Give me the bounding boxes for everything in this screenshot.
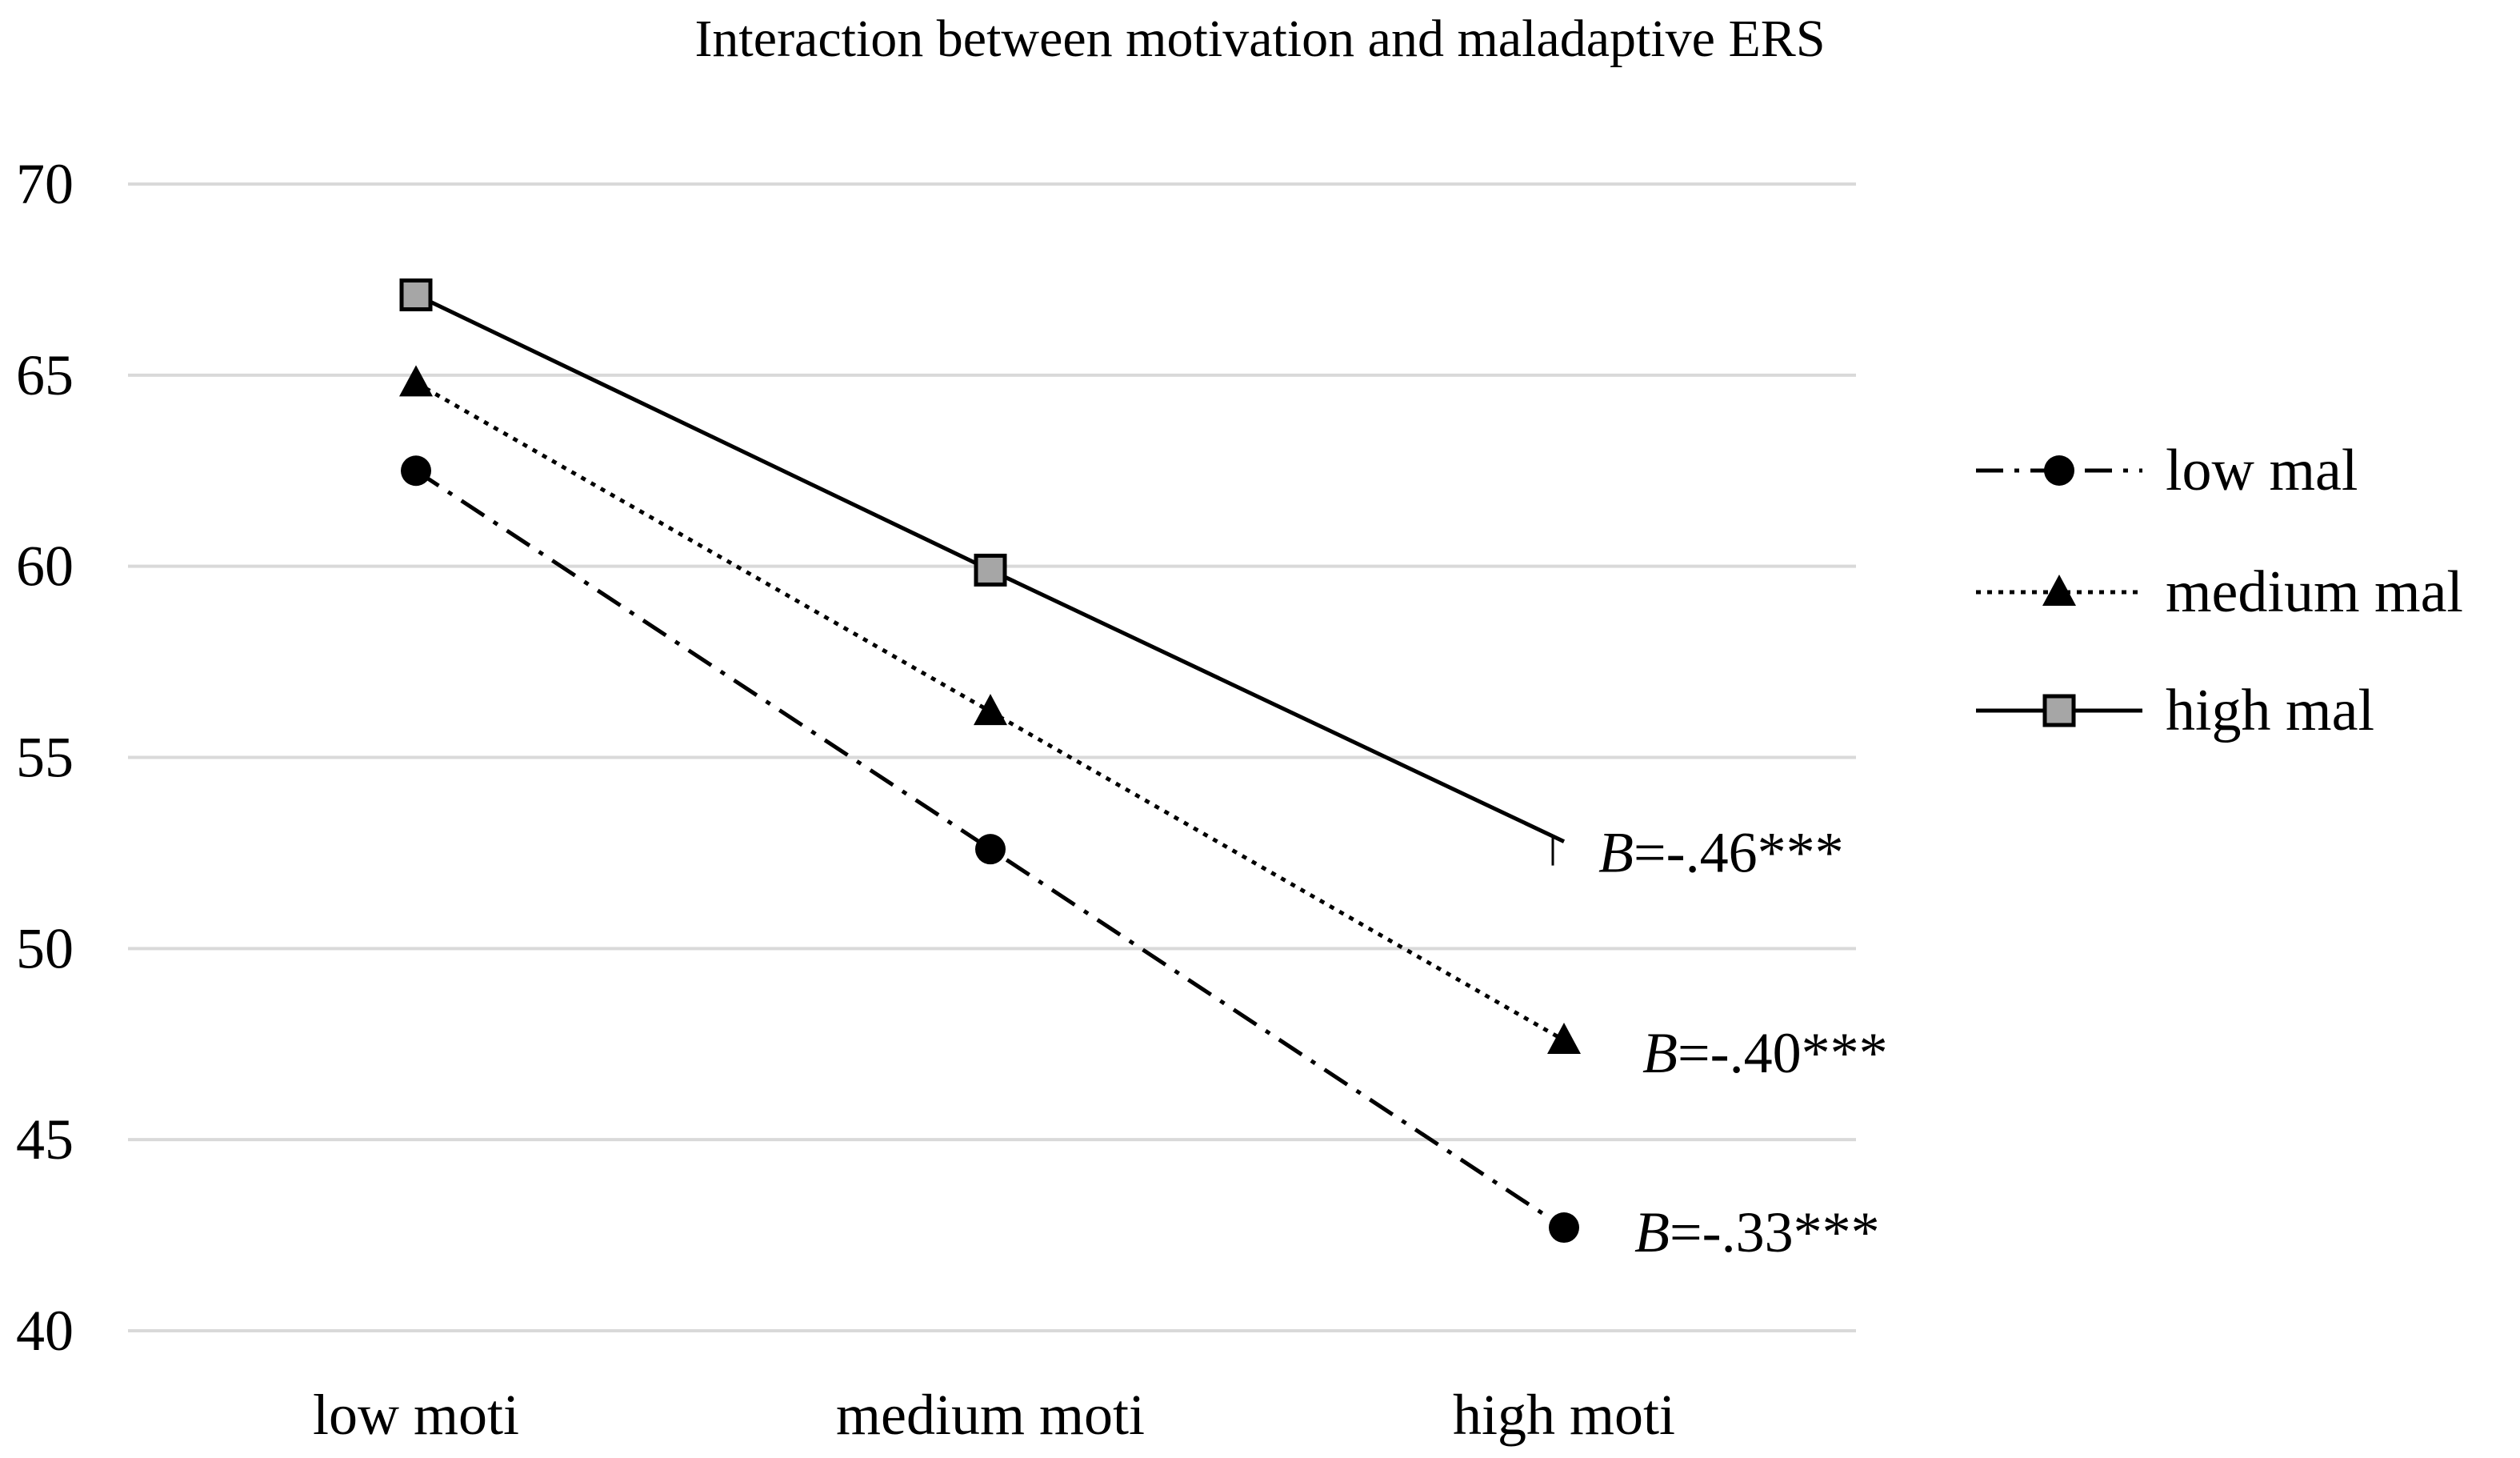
- annotation-italic: B: [1642, 1021, 1678, 1085]
- chart-title: Interaction between motivation and malad…: [694, 10, 1825, 68]
- x-tick-label: medium moti: [836, 1383, 1145, 1447]
- annotation-value: =-.33***: [1670, 1200, 1880, 1264]
- legend-marker: [2044, 455, 2074, 486]
- annotation-value: =-.46***: [1634, 821, 1844, 885]
- annotation-value: =-.40***: [1678, 1021, 1888, 1085]
- y-tick-label: 70: [16, 152, 74, 216]
- x-tick-label: high moti: [1453, 1383, 1675, 1447]
- legend-item: medium mal: [1976, 559, 2463, 625]
- data-point: [399, 365, 433, 397]
- data-point: [401, 455, 431, 487]
- legend-marker: [2042, 575, 2076, 606]
- series-circle: [401, 455, 1579, 1244]
- y-tick-label: 60: [16, 535, 74, 599]
- x-tick-label: low moti: [313, 1383, 519, 1447]
- slope-annotation: B=-.46***: [1598, 821, 1844, 885]
- data-point: [975, 834, 1006, 865]
- y-axis-ticks: 70 65 60 55 50 45 40: [16, 152, 74, 1363]
- series-group: [399, 278, 1581, 1244]
- annotation-italic: B: [1634, 1200, 1670, 1264]
- y-tick-label: 50: [16, 916, 74, 980]
- slope-annotations: B=-.33***B=-.40***B=-.46***: [1598, 821, 1888, 1264]
- data-point: [1547, 1022, 1581, 1054]
- y-tick-label: 40: [16, 1299, 74, 1363]
- data-point: [1549, 1212, 1579, 1244]
- legend-label: medium mal: [2166, 559, 2463, 625]
- slope-annotation: B=-.33***: [1634, 1200, 1880, 1264]
- legend-label: high mal: [2166, 678, 2374, 743]
- y-tick-label: 45: [16, 1108, 74, 1172]
- legend: low mal medium mal high mal: [1976, 438, 2463, 743]
- y-tick-label: 55: [16, 726, 74, 790]
- data-point: [974, 553, 1007, 587]
- legend-label: low mal: [2166, 438, 2358, 503]
- series-line: [414, 469, 1566, 1230]
- grid-lines: [128, 182, 1856, 1332]
- legend-item: low mal: [1976, 438, 2358, 503]
- x-axis-ticks: low moti medium moti high moti: [313, 1383, 1675, 1447]
- series-square: [399, 278, 1566, 866]
- data-point: [974, 694, 1007, 726]
- annotation-italic: B: [1598, 821, 1634, 885]
- series-triangle: [399, 365, 1581, 1054]
- legend-marker: [2042, 694, 2076, 727]
- y-tick-label: 65: [16, 343, 74, 407]
- slope-annotation: B=-.40***: [1642, 1021, 1888, 1085]
- legend-item: high mal: [1976, 678, 2374, 743]
- data-point: [399, 278, 433, 312]
